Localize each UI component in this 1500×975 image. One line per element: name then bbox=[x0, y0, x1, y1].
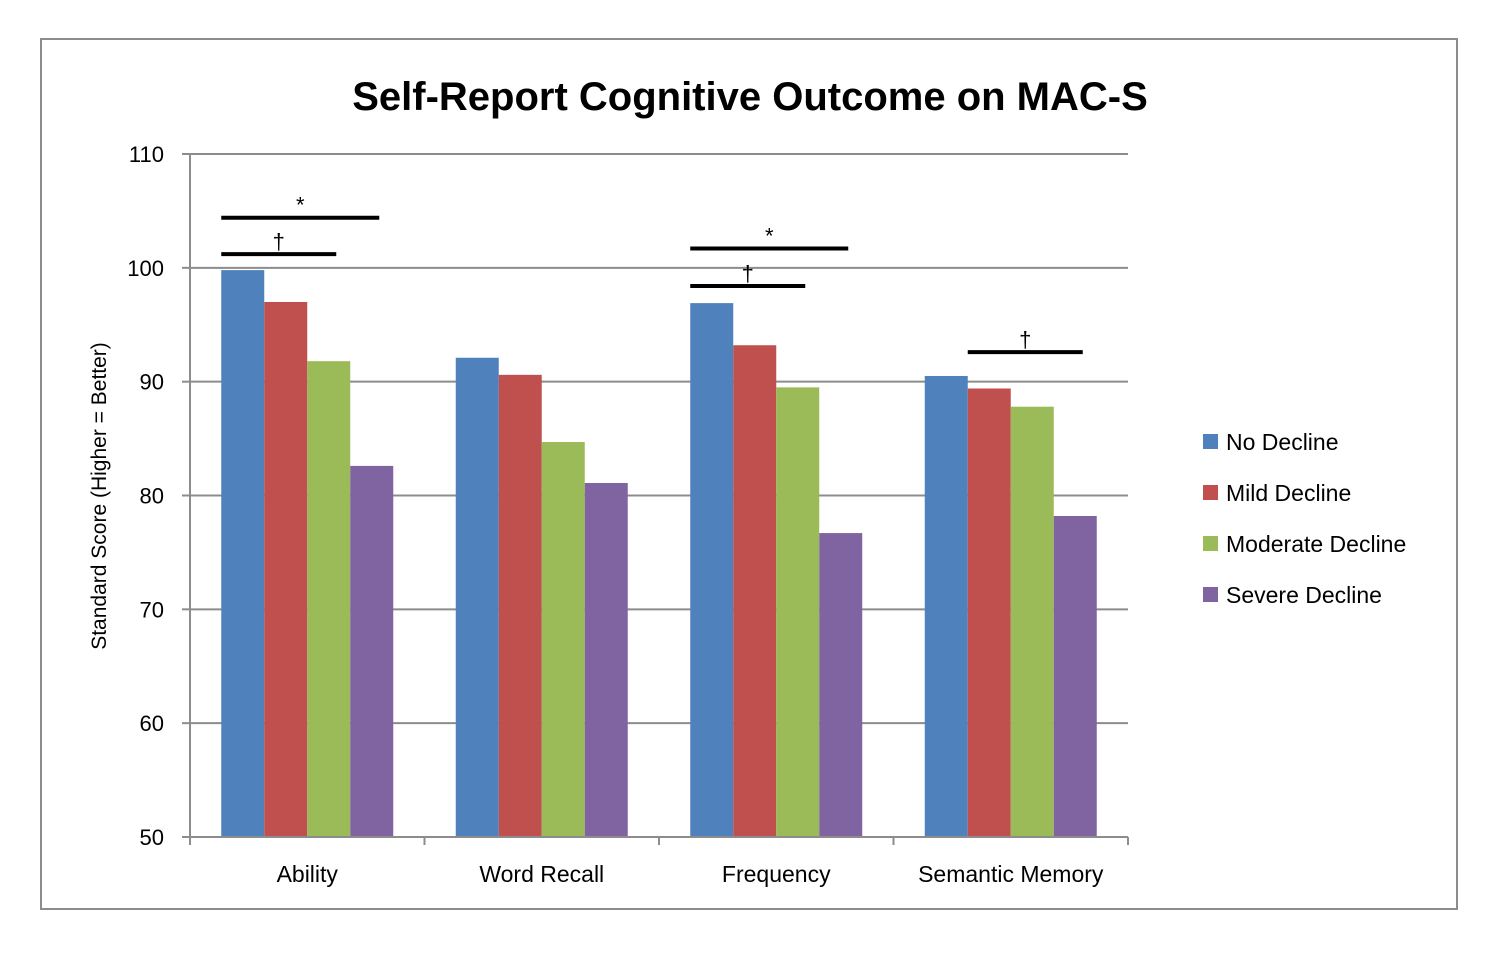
y-tick-label: 50 bbox=[140, 825, 164, 850]
x-tick-label: Frequency bbox=[722, 861, 831, 887]
legend-swatch bbox=[1203, 434, 1218, 449]
significance-annotations: † * † * † bbox=[221, 193, 1083, 355]
bar bbox=[967, 388, 1011, 837]
bar bbox=[541, 441, 585, 837]
axes: 50 60 70 80 90 100 110 Ability Word Recall Freque… bbox=[127, 142, 1129, 887]
significance-label: † bbox=[742, 261, 754, 286]
legend-swatch bbox=[1203, 587, 1218, 602]
legend-swatch bbox=[1203, 536, 1218, 551]
x-tick-label: Word Recall bbox=[479, 861, 604, 887]
bar bbox=[221, 270, 265, 837]
y-tick-label: 110 bbox=[129, 142, 164, 167]
legend-swatch bbox=[1203, 485, 1218, 500]
bar bbox=[776, 387, 820, 837]
bar bbox=[819, 533, 863, 837]
chart-title: Self-Report Cognitive Outcome on MAC-S bbox=[352, 75, 1148, 119]
bar bbox=[1010, 406, 1054, 837]
significance-label: * bbox=[296, 193, 305, 218]
significance-label: † bbox=[273, 229, 285, 254]
legend-label: Severe Decline bbox=[1226, 582, 1382, 608]
x-tick-label: Ability bbox=[277, 861, 339, 887]
bar bbox=[690, 303, 734, 837]
y-tick-label: 100 bbox=[127, 256, 164, 281]
legend-label: No Decline bbox=[1226, 429, 1339, 455]
significance-label: † bbox=[1019, 327, 1031, 352]
y-axis-title: Standard Score (Higher = Better) bbox=[88, 342, 111, 650]
bar bbox=[584, 482, 628, 837]
bar bbox=[733, 345, 777, 837]
y-tick-label: 60 bbox=[140, 711, 164, 736]
x-tick-label: Semantic Memory bbox=[918, 861, 1104, 887]
legend: No Decline Mild Decline Moderate Decline Se… bbox=[1203, 429, 1406, 608]
bar bbox=[498, 374, 542, 837]
y-tick-label: 90 bbox=[140, 370, 164, 395]
significance-label: * bbox=[765, 223, 774, 248]
bars bbox=[221, 270, 1097, 837]
bar bbox=[1053, 515, 1097, 837]
legend-label: Moderate Decline bbox=[1226, 531, 1406, 557]
bar bbox=[264, 301, 308, 837]
legend-label: Mild Decline bbox=[1226, 480, 1351, 506]
bar bbox=[455, 357, 499, 837]
bar bbox=[924, 375, 968, 837]
bar bbox=[350, 465, 394, 837]
y-tick-label: 70 bbox=[140, 597, 164, 622]
bar bbox=[307, 361, 351, 837]
y-tick-label: 80 bbox=[140, 484, 164, 509]
